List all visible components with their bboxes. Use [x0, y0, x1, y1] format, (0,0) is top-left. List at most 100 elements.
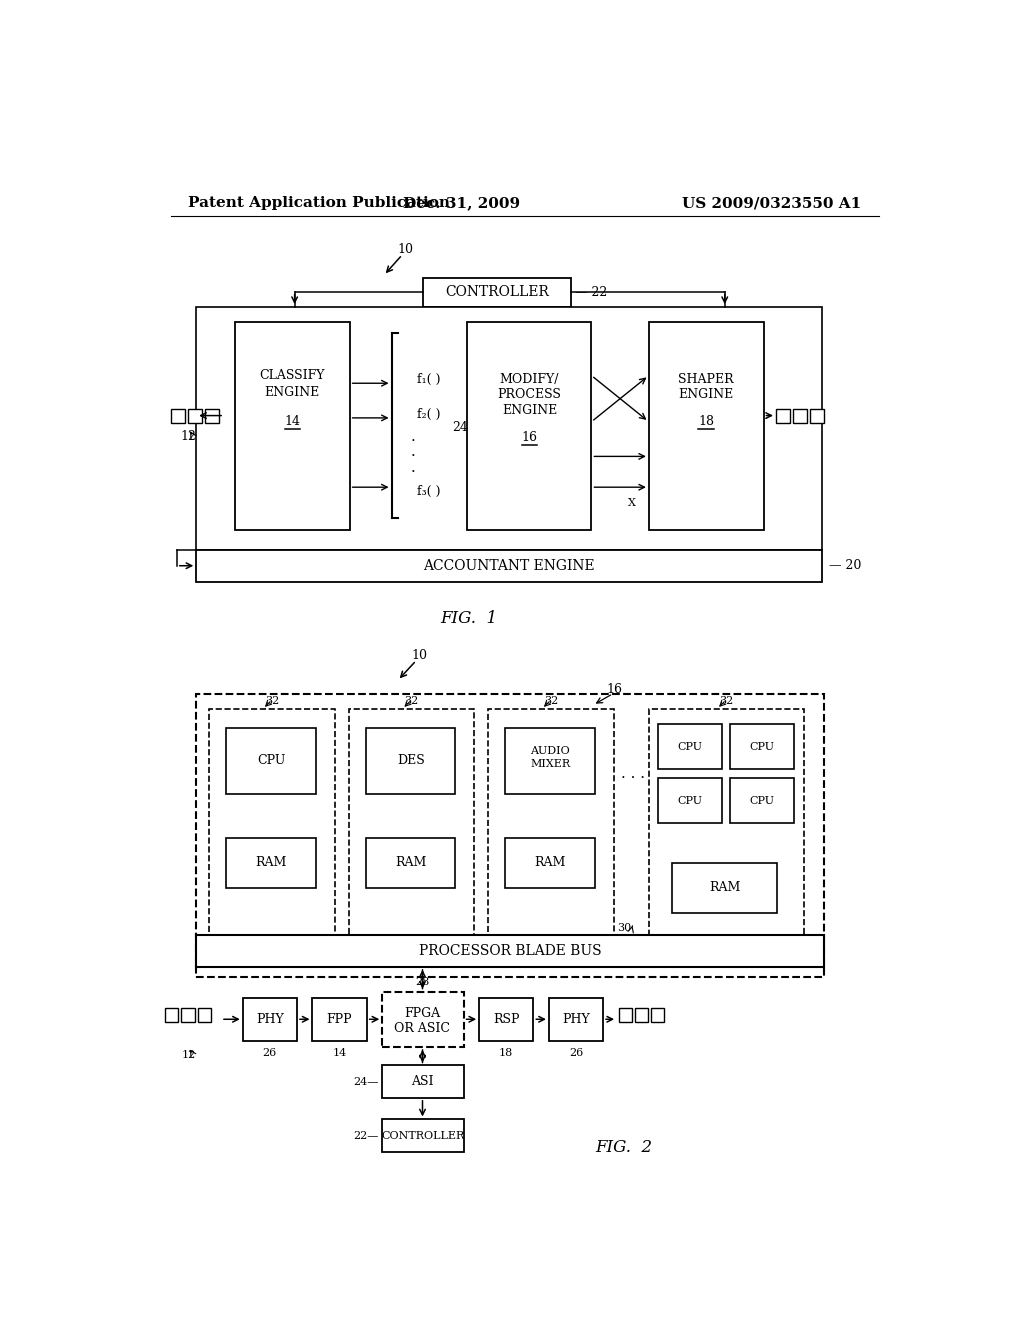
Text: MIXER: MIXER — [530, 759, 570, 770]
Bar — [549, 998, 603, 1040]
Text: ENGINE: ENGINE — [264, 385, 319, 399]
Text: PROCESSOR BLADE BUS: PROCESSOR BLADE BUS — [419, 944, 601, 958]
Text: 32: 32 — [404, 696, 419, 706]
Bar — [730, 779, 794, 822]
Text: RAM: RAM — [535, 857, 566, 870]
Bar — [243, 998, 297, 1040]
Text: f₃( ): f₃( ) — [417, 484, 440, 498]
Text: 26: 26 — [568, 1048, 583, 1059]
Text: Patent Application Publication: Patent Application Publication — [188, 197, 451, 210]
Text: 26: 26 — [263, 1048, 276, 1059]
Text: 16: 16 — [521, 430, 538, 444]
Text: 24: 24 — [452, 421, 468, 434]
Text: DES: DES — [397, 754, 425, 767]
Text: CPU: CPU — [677, 742, 702, 751]
Text: ·: · — [411, 434, 416, 447]
Text: PROCESS: PROCESS — [498, 388, 561, 401]
Bar — [479, 998, 534, 1040]
Bar — [467, 322, 592, 529]
Bar — [658, 779, 722, 822]
Text: 24—: 24— — [353, 1077, 378, 1086]
Bar — [382, 991, 464, 1047]
Text: RAM: RAM — [709, 880, 740, 894]
Bar — [197, 935, 824, 966]
Bar — [382, 1119, 464, 1151]
Text: 28: 28 — [416, 977, 430, 987]
Text: CONTROLLER: CONTROLLER — [381, 1130, 464, 1140]
Text: OR ASIC: OR ASIC — [394, 1022, 451, 1035]
Text: 32: 32 — [265, 696, 280, 706]
Bar — [198, 1008, 211, 1022]
Text: — 20: — 20 — [828, 560, 861, 573]
Text: ENGINE: ENGINE — [502, 404, 557, 417]
Bar — [730, 725, 794, 770]
Bar — [488, 709, 614, 939]
Text: 10: 10 — [397, 243, 414, 256]
Text: 12: 12 — [181, 1049, 196, 1060]
Text: 22—: 22— — [353, 1130, 378, 1140]
Text: ENGINE: ENGINE — [679, 388, 734, 401]
Text: 16: 16 — [606, 684, 623, 696]
Text: PHY: PHY — [256, 1012, 284, 1026]
Text: ASI: ASI — [412, 1074, 434, 1088]
Text: FPGA: FPGA — [404, 1007, 440, 1019]
Bar — [226, 729, 315, 793]
Text: US 2009/0323550 A1: US 2009/0323550 A1 — [682, 197, 861, 210]
Bar — [810, 409, 824, 422]
Bar — [181, 1008, 195, 1022]
Bar — [651, 1008, 665, 1022]
Text: 32: 32 — [544, 696, 558, 706]
Text: CONTROLLER: CONTROLLER — [445, 285, 549, 300]
Text: CPU: CPU — [257, 754, 286, 767]
Bar — [349, 709, 474, 939]
Text: 10: 10 — [412, 648, 427, 661]
Text: 14: 14 — [285, 416, 300, 428]
Bar — [197, 308, 822, 549]
Bar — [171, 409, 184, 422]
Bar — [649, 709, 804, 939]
Text: . . .: . . . — [622, 767, 645, 781]
Text: X: X — [628, 498, 636, 508]
Bar — [793, 409, 807, 422]
Bar — [234, 322, 349, 529]
Bar — [197, 549, 822, 582]
Bar — [226, 838, 315, 888]
Text: 18: 18 — [698, 416, 714, 428]
Bar — [506, 729, 595, 793]
Text: CLASSIFY: CLASSIFY — [259, 370, 325, 381]
Bar — [506, 838, 595, 888]
Bar — [672, 863, 776, 913]
Text: SHAPER: SHAPER — [678, 372, 734, 385]
Text: ·: · — [411, 465, 416, 479]
Bar — [209, 709, 335, 939]
Text: CPU: CPU — [750, 796, 774, 805]
Bar — [382, 1065, 464, 1098]
Text: FIG.  1: FIG. 1 — [440, 610, 498, 627]
Text: CPU: CPU — [677, 796, 702, 805]
Bar — [658, 725, 722, 770]
Bar — [197, 693, 824, 977]
Text: RAM: RAM — [395, 857, 427, 870]
Bar — [618, 1008, 632, 1022]
Text: 14: 14 — [333, 1048, 347, 1059]
Bar — [423, 277, 571, 308]
Text: 32: 32 — [719, 696, 733, 706]
Text: RSP: RSP — [493, 1012, 519, 1026]
Bar — [776, 409, 790, 422]
Text: AUDIO: AUDIO — [530, 746, 570, 756]
Bar — [312, 998, 367, 1040]
Text: FIG.  2: FIG. 2 — [595, 1139, 652, 1156]
Text: 18: 18 — [499, 1048, 513, 1059]
Bar — [205, 409, 219, 422]
Text: PHY: PHY — [562, 1012, 590, 1026]
Text: f₂( ): f₂( ) — [417, 408, 440, 421]
Bar — [366, 729, 455, 793]
Text: Dec. 31, 2009: Dec. 31, 2009 — [402, 197, 520, 210]
Bar — [635, 1008, 648, 1022]
Text: 30: 30 — [617, 924, 632, 933]
Bar — [187, 409, 202, 422]
Text: RAM: RAM — [256, 857, 287, 870]
Text: CPU: CPU — [750, 742, 774, 751]
Text: ACCOUNTANT ENGINE: ACCOUNTANT ENGINE — [424, 558, 595, 573]
Text: MODIFY/: MODIFY/ — [500, 372, 559, 385]
